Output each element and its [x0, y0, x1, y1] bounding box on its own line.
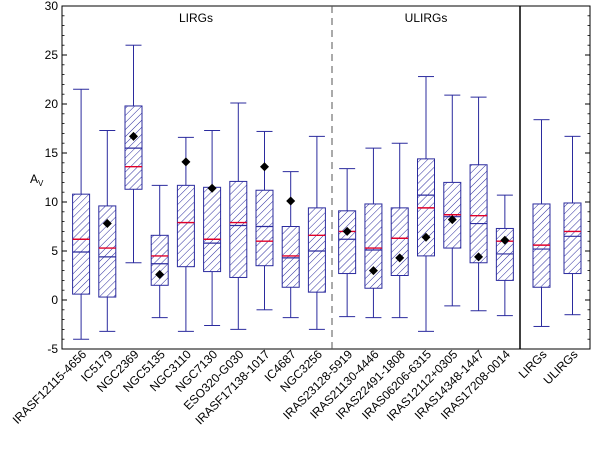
box-IC4687 — [281, 171, 300, 319]
box-IRAS17208-0014 — [495, 194, 514, 317]
box-NGC7130 — [203, 129, 222, 326]
diamond-marker — [368, 266, 378, 276]
box-IRAS14348-1447 — [469, 96, 488, 312]
diamond-marker — [474, 252, 484, 262]
box-NGC2369 — [124, 44, 143, 264]
y-tick-label: 15 — [45, 146, 59, 160]
group-label-ulirgs: ULIRGs — [405, 11, 448, 25]
diamond-marker — [286, 196, 296, 206]
y-tick-label: 5 — [51, 244, 58, 258]
box-iqr — [176, 184, 195, 268]
y-tick-label: 0 — [51, 293, 58, 307]
box-IRAS06206-6315 — [417, 76, 435, 332]
box-iqr — [364, 203, 383, 289]
diamond-marker — [395, 253, 405, 263]
diamond-marker — [342, 226, 352, 236]
box-NGC3256 — [307, 135, 326, 330]
box-IRASF17138-1017 — [255, 130, 274, 311]
box-IRAS12112+0305 — [443, 94, 462, 307]
box-ULIRGs — [563, 135, 582, 316]
boxes — [72, 44, 582, 340]
box-iqr — [563, 202, 582, 275]
diamond-marker — [421, 232, 431, 242]
box-iqr — [390, 207, 409, 277]
box-NGC5135 — [150, 184, 169, 319]
box-iqr — [203, 186, 222, 273]
y-tick-label: 20 — [45, 97, 59, 111]
box-IC5179 — [98, 129, 117, 332]
box-IRAS23128-5919 — [338, 168, 357, 318]
category-label: IRASF12115-4656 — [10, 347, 90, 427]
box-iqr — [307, 207, 326, 293]
box-iqr — [338, 210, 357, 275]
diamond-marker — [207, 183, 217, 193]
box-ESO320-G030 — [229, 102, 248, 330]
y-tick-label: -5 — [47, 342, 58, 356]
box-IRAS21130-4446 — [364, 147, 383, 319]
box-IRAS22491-1808 — [390, 142, 409, 319]
box-iqr — [150, 234, 169, 286]
box-iqr — [255, 189, 274, 267]
category-label: ULIRGs — [541, 347, 581, 387]
group-labels: LIRGs ULIRGs — [179, 11, 447, 25]
box-iqr — [281, 226, 300, 288]
diamond-marker — [155, 270, 165, 280]
box-LIRGs — [532, 119, 551, 327]
box-NGC3110 — [176, 136, 195, 332]
box-iqr — [98, 205, 117, 298]
diamond-marker — [129, 131, 138, 141]
diamond-marker — [447, 215, 457, 225]
y-tick-label: 10 — [45, 195, 59, 209]
y-axis: -5 0 5 10 15 20 25 30 AV — [30, 0, 590, 356]
plot-frame — [61, 5, 591, 350]
y-axis-title-subscript: V — [38, 179, 44, 188]
y-axis-title: AV — [30, 172, 44, 188]
box-IRASF12115-4656 — [72, 88, 91, 340]
diamond-marker — [260, 162, 269, 172]
y-tick-label: 25 — [45, 48, 59, 62]
box-iqr — [72, 193, 91, 295]
diamond-marker — [500, 235, 510, 245]
category-labels: IRASF12115-4656IC5179NGC2369NGC5135NGC31… — [10, 347, 581, 427]
diamond-marker — [181, 157, 191, 167]
box-iqr — [229, 180, 248, 278]
plot-area-border — [61, 5, 591, 350]
box-iqr — [469, 164, 488, 264]
diamond-marker — [102, 219, 112, 229]
group-label-lirgs: LIRGs — [179, 11, 213, 25]
y-tick-label: 30 — [45, 0, 59, 13]
